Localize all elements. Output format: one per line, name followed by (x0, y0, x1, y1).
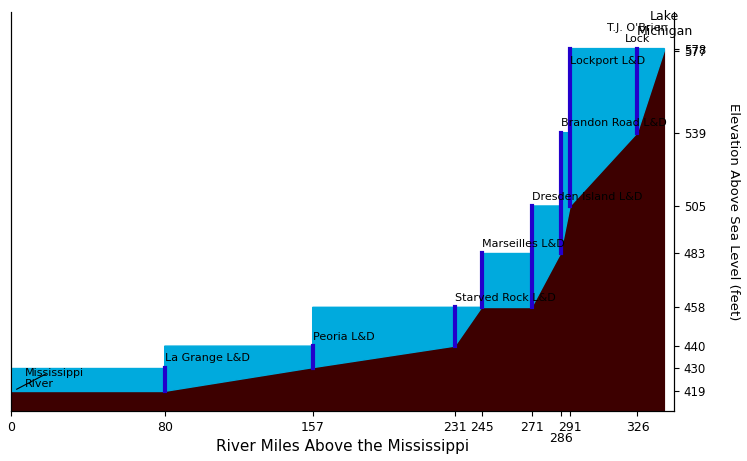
Polygon shape (532, 206, 560, 307)
Polygon shape (164, 346, 313, 391)
Polygon shape (313, 307, 455, 368)
Text: Starved Rock L&D: Starved Rock L&D (455, 293, 556, 303)
Polygon shape (482, 254, 532, 307)
Text: Lockport L&D: Lockport L&D (570, 56, 645, 66)
Text: Peoria L&D: Peoria L&D (313, 332, 374, 342)
Text: 286: 286 (549, 432, 572, 445)
Text: La Grange L&D: La Grange L&D (164, 353, 249, 363)
Text: Brandon Road L&D: Brandon Road L&D (560, 118, 666, 128)
Polygon shape (560, 133, 570, 254)
Polygon shape (637, 48, 664, 133)
Polygon shape (455, 307, 482, 346)
X-axis label: River Miles Above the Mississippi: River Miles Above the Mississippi (216, 439, 469, 454)
Y-axis label: Elevation Above Sea Level (feet): Elevation Above Sea Level (feet) (727, 103, 740, 320)
Polygon shape (11, 51, 664, 411)
Text: Marseilles L&D: Marseilles L&D (482, 239, 565, 249)
Text: Mississippi
River: Mississippi River (25, 367, 84, 389)
Text: Lake
Michigan: Lake Michigan (636, 10, 692, 38)
Text: Dresden Island L&D: Dresden Island L&D (532, 192, 642, 201)
Polygon shape (11, 368, 164, 391)
Polygon shape (570, 48, 637, 206)
Text: T.J. O'Brien
Lock: T.J. O'Brien Lock (607, 23, 668, 44)
